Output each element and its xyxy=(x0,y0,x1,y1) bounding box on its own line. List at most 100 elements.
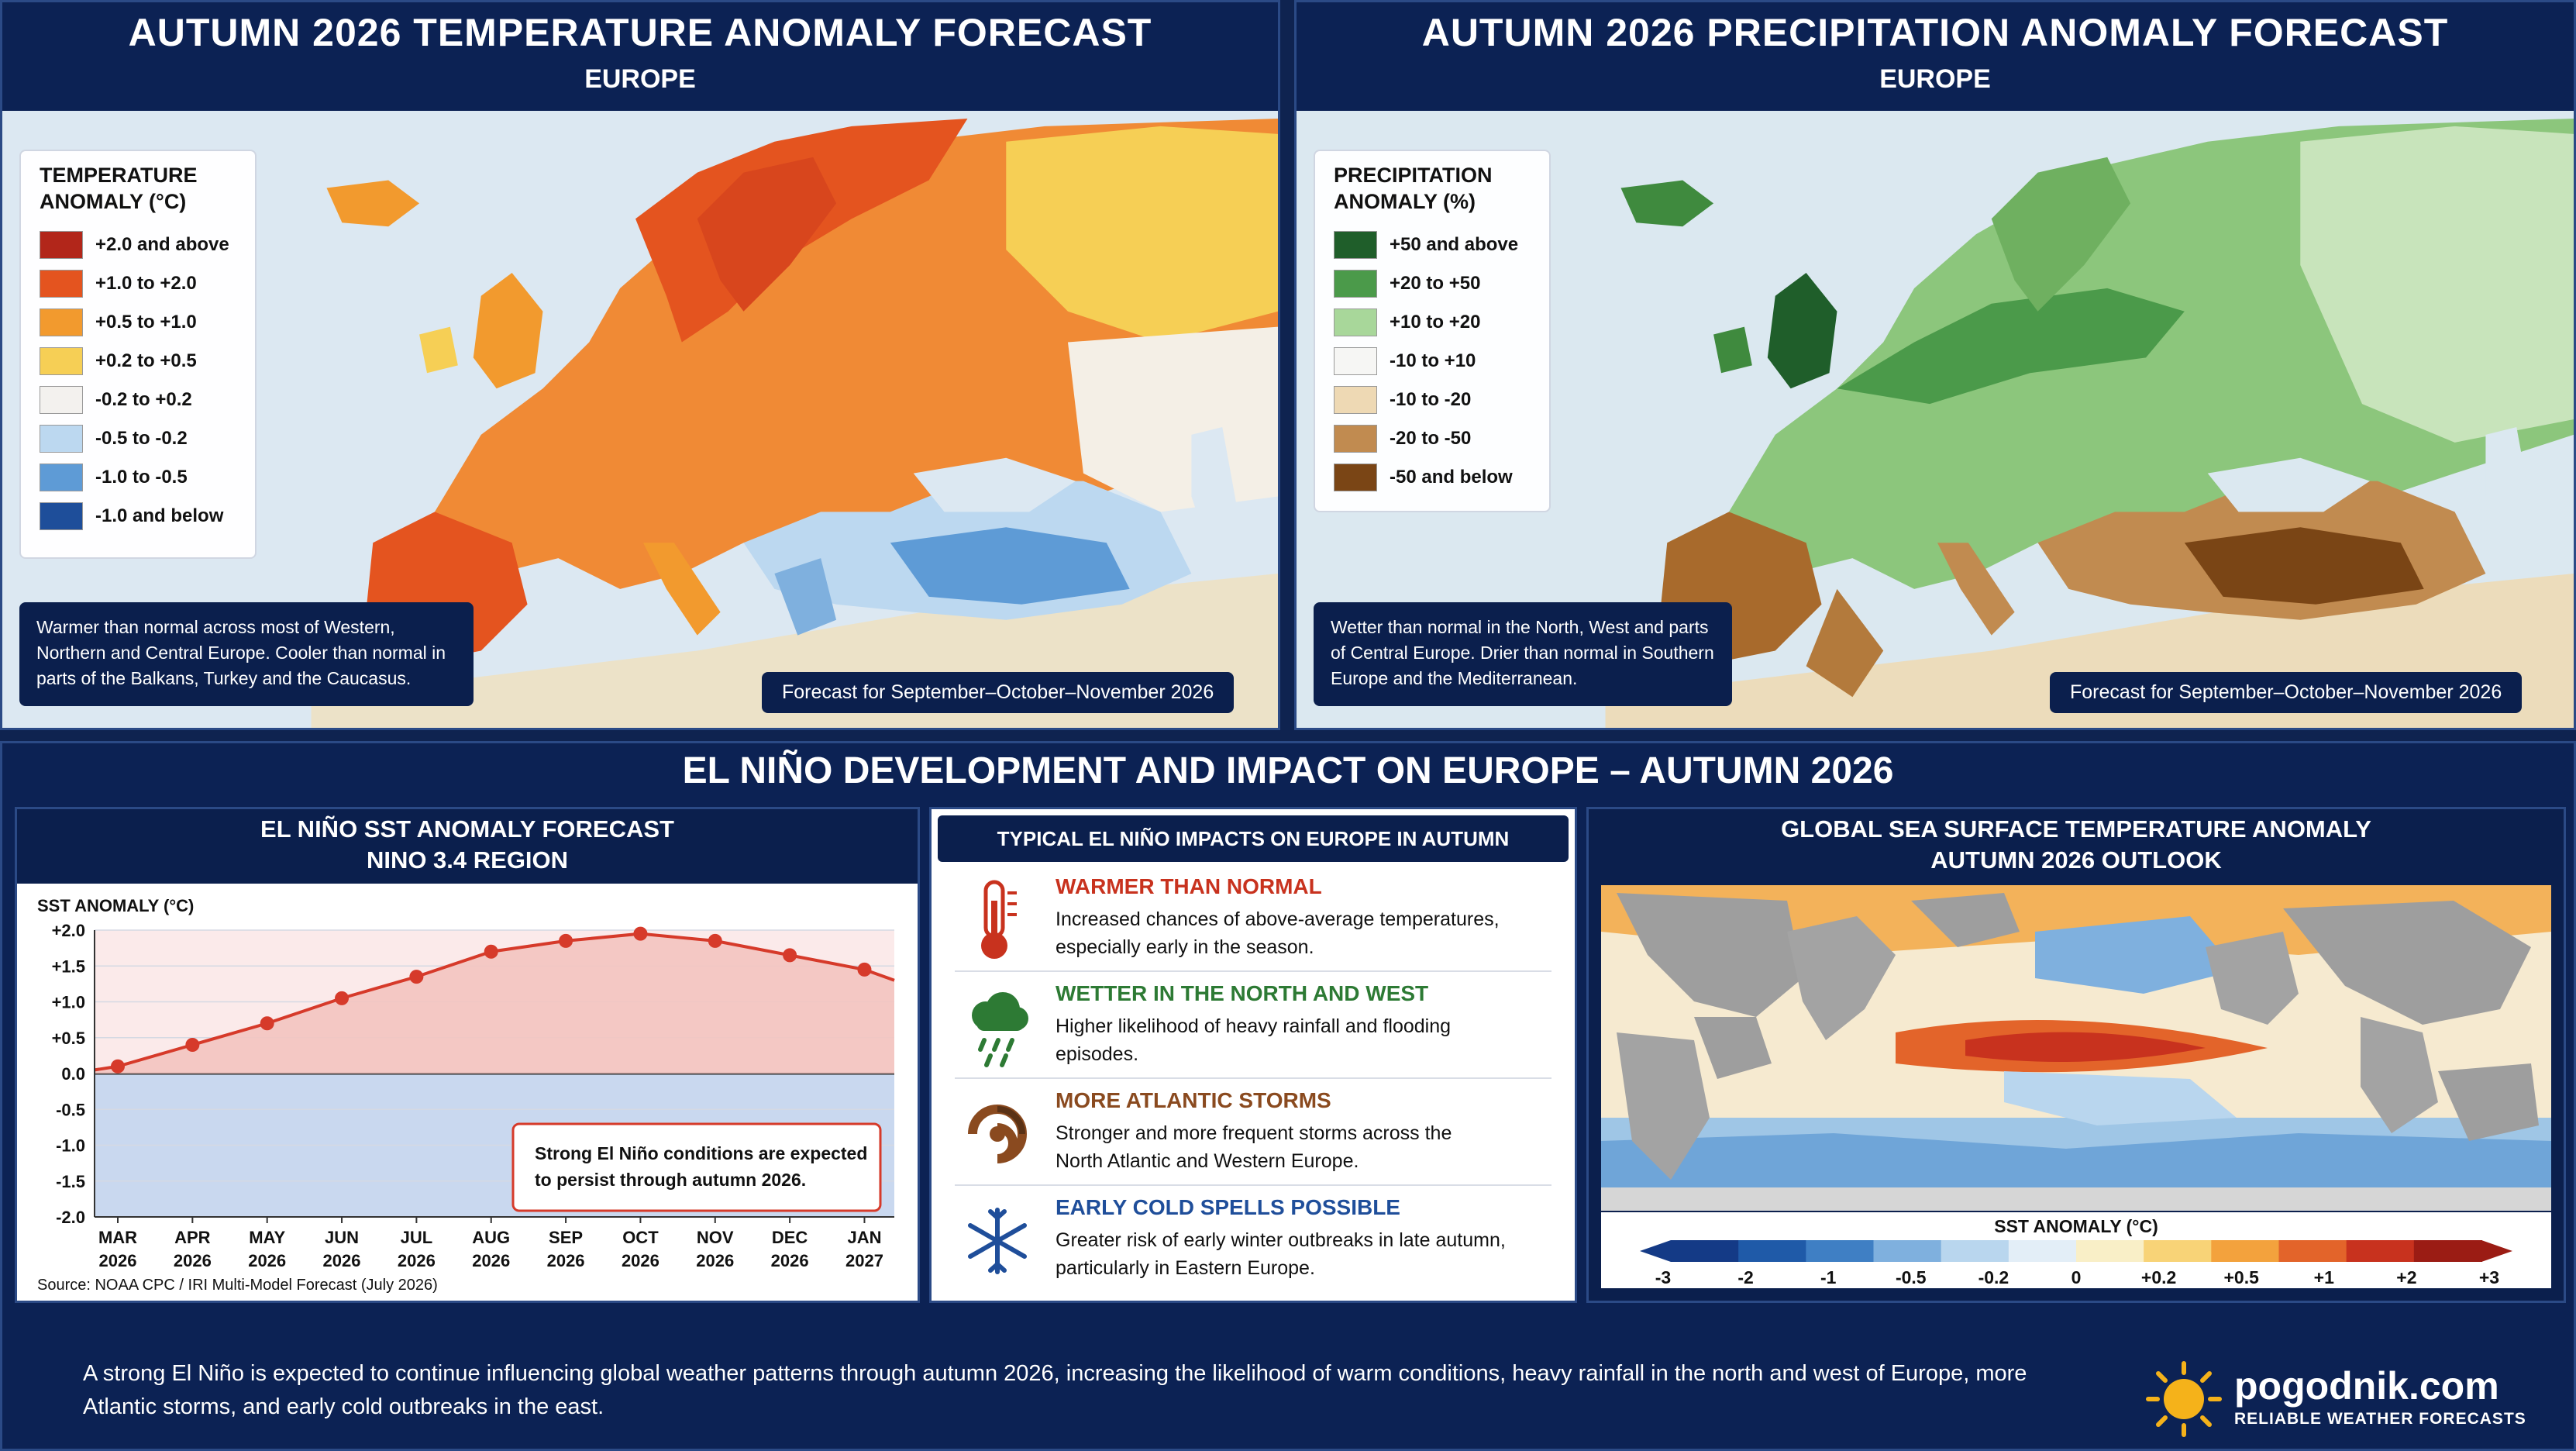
global-sst-map xyxy=(1601,885,2551,1211)
footer-summary: A strong El Niño is expected to continue… xyxy=(83,1361,2027,1419)
logo-tagline: RELIABLE WEATHER FORECASTS xyxy=(2234,1410,2526,1428)
colorbar-segment xyxy=(2211,1240,2280,1262)
legend-swatch xyxy=(40,308,83,336)
chart-data-point xyxy=(111,1059,125,1074)
legend-row: +0.2 to +0.5 xyxy=(40,342,236,381)
sst-chart-title-line: EL NIÑO SST ANOMALY FORECAST xyxy=(260,815,674,843)
x-tick-label: 2026 xyxy=(398,1251,436,1270)
chart-data-point xyxy=(559,933,573,948)
impact-description-line: particularly in Eastern Europe. xyxy=(1056,1257,1315,1279)
legend-title-line: ANOMALY (%) xyxy=(1334,190,1476,213)
colorbar-segment xyxy=(1806,1240,1875,1262)
temperature-map-title: AUTUMN 2026 TEMPERATURE ANOMALY FORECAST xyxy=(128,11,1152,54)
el-nino-section: EL NIÑO DEVELOPMENT AND IMPACT ON EUROPE… xyxy=(0,741,2576,1451)
legend-swatch xyxy=(1334,425,1377,453)
impact-title: MORE ATLANTIC STORMS xyxy=(1056,1088,1331,1112)
sst-anomaly-chart: +2.0 +1.5 +1.0 +0.5 0.0 -0.5 -1.0 -1.5 -2.0 SST A… xyxy=(37,896,895,1294)
precipitation-forecast-period: Forecast for September–October–November … xyxy=(2050,672,2523,713)
colorbar-segment xyxy=(2278,1240,2347,1262)
colorbar-segment xyxy=(1941,1240,2009,1262)
legend-row: +10 to +20 xyxy=(1334,303,1531,342)
legend-row: -0.5 to -0.2 xyxy=(40,419,236,458)
colorbar-segment xyxy=(2008,1240,2077,1262)
x-tick-label: MAR xyxy=(98,1228,137,1247)
thermometer-icon xyxy=(963,877,1032,963)
precipitation-legend: PRECIPITATION ANOMALY (%) +50 and above … xyxy=(1314,150,1551,512)
legend-label: +1.0 to +2.0 xyxy=(95,273,197,294)
impact-description: Greater risk of early winter outbreaks i… xyxy=(1056,1226,1544,1282)
legend-swatch xyxy=(1334,231,1377,259)
global-sst-map-graphic xyxy=(1601,885,2551,1211)
impact-description-line: especially early in the season. xyxy=(1056,936,1314,958)
sst-chart-title: EL NIÑO SST ANOMALY FORECAST NINO 3.4 RE… xyxy=(17,809,918,876)
legend-row: -0.2 to +0.2 xyxy=(40,381,236,419)
precipitation-map-title: AUTUMN 2026 PRECIPITATION ANOMALY FORECA… xyxy=(1421,11,2449,54)
impact-description-line: Stronger and more frequent storms across… xyxy=(1056,1122,1452,1144)
legend-swatch xyxy=(40,425,83,453)
x-tick-label: 2026 xyxy=(323,1251,361,1270)
legend-title-line: TEMPERATURE xyxy=(40,164,198,187)
y-tick-label: -1.0 xyxy=(56,1136,85,1156)
chart-area-fill xyxy=(95,933,894,1074)
rain-cloud-icon xyxy=(963,984,1032,1070)
temperature-map-subtitle: EUROPE xyxy=(584,64,696,94)
colorbar-label: +2 xyxy=(2396,1267,2416,1287)
colorbar-label: -0.5 xyxy=(1896,1267,1927,1287)
x-tick-label: 2027 xyxy=(845,1251,883,1270)
legend-label: -10 to +10 xyxy=(1390,350,1476,371)
impact-item: MORE ATLANTIC STORMS Stronger and more f… xyxy=(955,1079,1551,1186)
precipitation-legend-title: PRECIPITATION ANOMALY (%) xyxy=(1334,162,1531,215)
x-tick-label: OCT xyxy=(622,1228,659,1247)
x-tick-label: 2026 xyxy=(174,1251,212,1270)
colorbar-label: +1 xyxy=(2314,1267,2334,1287)
sun-icon xyxy=(2146,1361,2222,1437)
chart-data-point xyxy=(409,970,424,984)
legend-row: -10 to +10 xyxy=(1334,342,1531,381)
x-tick-label: NOV xyxy=(697,1228,734,1247)
chart-data-point xyxy=(260,1016,274,1031)
x-tick-label: 2026 xyxy=(771,1251,809,1270)
legend-row: -1.0 and below xyxy=(40,497,236,536)
impact-description-line: Greater risk of early winter outbreaks i… xyxy=(1056,1229,1506,1251)
impact-description: Stronger and more frequent storms across… xyxy=(1056,1119,1544,1175)
y-tick-label: +1.0 xyxy=(52,993,85,1012)
annotation-box xyxy=(511,1122,882,1212)
x-tick-label: 2026 xyxy=(248,1251,286,1270)
x-tick-label: JUL xyxy=(401,1228,433,1247)
legend-swatch xyxy=(40,386,83,414)
colorbar-segment xyxy=(2076,1240,2145,1262)
y-tick-label: -0.5 xyxy=(56,1100,85,1119)
el-nino-section-title: EL NIÑO DEVELOPMENT AND IMPACT ON EUROPE… xyxy=(682,750,1894,791)
annotation-text: Strong El Niño conditions are expected xyxy=(535,1143,867,1163)
storm-icon-graphic xyxy=(968,1105,1027,1163)
chart-data-point xyxy=(783,948,797,963)
global-sst-title: GLOBAL SEA SURFACE TEMPERATURE ANOMALY A… xyxy=(1589,809,2564,876)
legend-label: +0.2 to +0.5 xyxy=(95,350,197,371)
colorbar-label: -0.2 xyxy=(1978,1267,2009,1287)
impacts-list: WARMER THAN NORMAL Increased chances of … xyxy=(932,865,1575,1301)
impact-description-line: Higher likelihood of heavy rainfall and … xyxy=(1056,1015,1452,1037)
colorbar-segment xyxy=(1738,1240,1807,1262)
logo: pogodnik.com RELIABLE WEATHER FORECASTS xyxy=(2141,1360,2544,1438)
legend-label: +2.0 and above xyxy=(95,234,229,255)
impact-item: WARMER THAN NORMAL Increased chances of … xyxy=(955,865,1551,972)
legend-title-line: PRECIPITATION xyxy=(1334,164,1493,187)
legend-swatch xyxy=(40,464,83,491)
snowflake-icon xyxy=(963,1198,1032,1284)
y-tick-label: -2.0 xyxy=(56,1208,85,1227)
legend-row: -10 to -20 xyxy=(1334,381,1531,419)
legend-swatch xyxy=(40,502,83,530)
chart-data-point xyxy=(484,944,498,959)
colorbar-segment xyxy=(2413,1240,2482,1262)
chart-data-point xyxy=(335,991,350,1005)
temperature-legend: TEMPERATURE ANOMALY (°C) +2.0 and above … xyxy=(19,150,257,559)
legend-swatch xyxy=(40,347,83,375)
sst-chart-area: +2.0 +1.5 +1.0 +0.5 0.0 -0.5 -1.0 -1.5 -2.0 SST A… xyxy=(17,884,918,1301)
x-tick-label: JAN xyxy=(847,1228,881,1247)
legend-label: -50 and below xyxy=(1390,467,1513,488)
colorbar-segment xyxy=(1671,1240,1740,1262)
legend-swatch xyxy=(1334,347,1377,375)
x-tick-label: SEP xyxy=(549,1228,583,1247)
thermometer-icon-graphic xyxy=(981,880,1017,959)
colorbar-segment xyxy=(2346,1240,2415,1262)
